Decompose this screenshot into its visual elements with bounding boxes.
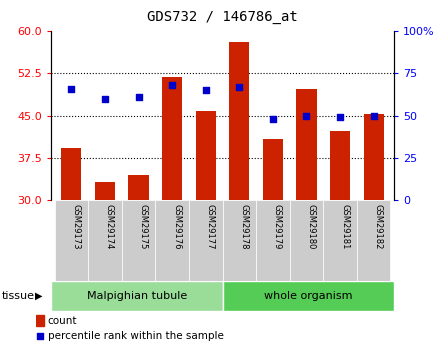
Point	[68, 86, 75, 91]
FancyBboxPatch shape	[222, 200, 256, 281]
Bar	[196, 111, 216, 200]
Point	[303, 113, 310, 118]
Text: percentile rank within the sample: percentile rank within the sample	[48, 331, 223, 341]
Bar	[296, 89, 316, 200]
Text: tissue: tissue	[2, 291, 35, 301]
Text: GSM29174: GSM29174	[105, 204, 114, 249]
FancyBboxPatch shape	[323, 200, 357, 281]
Bar	[330, 131, 350, 200]
Point	[269, 116, 276, 122]
FancyBboxPatch shape	[256, 200, 290, 281]
Text: Malpighian tubule: Malpighian tubule	[87, 291, 187, 301]
Bar	[229, 42, 249, 200]
Bar	[364, 115, 384, 200]
Bar	[95, 182, 115, 200]
Point	[370, 113, 377, 118]
Text: GSM29176: GSM29176	[172, 204, 181, 250]
Text: count: count	[48, 316, 77, 326]
Point	[336, 115, 344, 120]
FancyBboxPatch shape	[51, 281, 223, 310]
Text: GSM29182: GSM29182	[374, 204, 383, 249]
Text: GSM29177: GSM29177	[206, 204, 214, 250]
Bar	[61, 148, 81, 200]
Text: GSM29179: GSM29179	[273, 204, 282, 249]
Text: GSM29178: GSM29178	[239, 204, 248, 250]
Text: GSM29180: GSM29180	[307, 204, 316, 249]
Text: GSM29181: GSM29181	[340, 204, 349, 249]
Point	[236, 84, 243, 90]
FancyBboxPatch shape	[290, 200, 323, 281]
Text: ▶: ▶	[35, 291, 42, 301]
Point	[101, 96, 109, 101]
Text: GSM29173: GSM29173	[71, 204, 81, 250]
Point	[36, 333, 43, 338]
Bar	[263, 139, 283, 200]
Text: GDS732 / 146786_at: GDS732 / 146786_at	[147, 10, 298, 24]
Point	[202, 87, 209, 93]
Bar	[36, 315, 44, 326]
FancyBboxPatch shape	[88, 200, 122, 281]
Text: whole organism: whole organism	[264, 291, 352, 301]
FancyBboxPatch shape	[189, 200, 222, 281]
Bar	[162, 77, 182, 200]
Point	[169, 82, 176, 88]
Text: GSM29175: GSM29175	[138, 204, 147, 249]
FancyBboxPatch shape	[222, 281, 394, 310]
FancyBboxPatch shape	[122, 200, 155, 281]
Point	[135, 94, 142, 100]
Bar	[129, 175, 149, 200]
FancyBboxPatch shape	[55, 200, 88, 281]
FancyBboxPatch shape	[357, 200, 390, 281]
FancyBboxPatch shape	[155, 200, 189, 281]
